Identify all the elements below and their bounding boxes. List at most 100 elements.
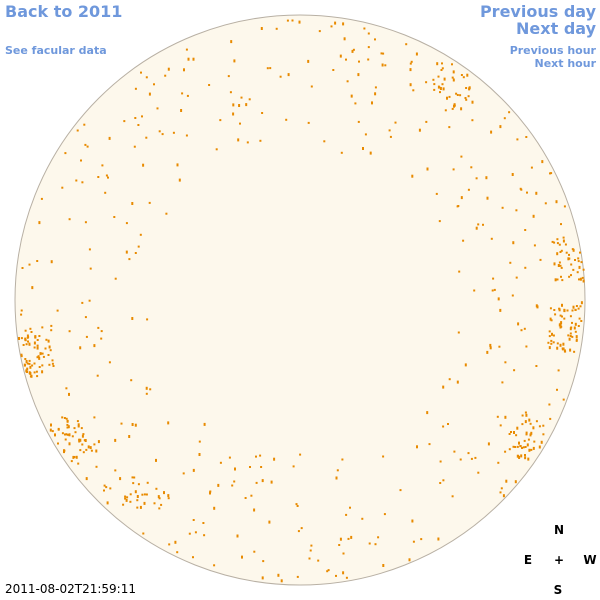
facula [156,107,159,110]
facula [85,448,88,451]
facula [259,454,262,457]
facula [93,443,96,446]
facula [568,337,571,341]
facula [279,75,282,78]
facula [465,98,468,101]
facula [442,385,445,389]
back-link[interactable]: Back to 2011 [5,2,123,21]
facula [134,252,137,254]
facula [95,465,98,468]
facula [441,67,444,70]
facula [203,534,206,537]
facula [542,433,545,436]
facula [36,339,39,341]
facula [131,317,134,320]
facula [459,458,462,461]
facula [575,338,578,341]
facula [44,347,47,350]
facula [103,484,106,487]
facular-link[interactable]: See facular data [5,44,107,57]
facula [556,342,559,345]
facula [448,95,451,98]
facula [418,128,421,132]
facula [158,497,161,500]
facula [36,375,39,378]
facula [412,89,415,92]
facula [518,456,521,459]
facula [501,206,504,209]
facula [504,361,507,364]
facula [39,352,42,355]
facula [410,60,413,63]
facula [442,479,445,482]
facula [563,317,566,320]
facula [569,315,572,318]
facula [462,76,465,79]
facula [524,454,526,456]
facula [125,250,128,254]
facula [153,83,155,86]
facula [143,493,146,496]
facula [131,202,134,205]
facula [45,338,48,341]
facula [155,487,158,490]
facula [76,129,79,132]
facula [550,172,553,175]
facula [101,164,104,167]
facula [562,239,565,243]
facula [553,241,556,244]
facula [491,289,494,292]
facula [559,251,562,253]
facula [20,309,23,312]
facula [187,57,190,61]
facula [185,134,188,137]
facula [490,130,493,134]
next-day-link[interactable]: Next day [516,19,596,38]
facula [188,532,191,535]
facula [122,503,125,506]
facula [240,96,243,99]
solar-disk [14,14,586,586]
previous-hour-link[interactable]: Previous hour [509,44,596,57]
facula [502,494,505,498]
facula [146,481,149,484]
facula [511,173,514,176]
facula [327,569,330,572]
facula [70,460,73,463]
facula [529,422,532,425]
facula [570,263,573,266]
facula [521,447,523,449]
facula [335,574,337,577]
facula [516,445,519,448]
facula [233,480,236,483]
facula [108,361,111,364]
facula [28,359,31,362]
next-hour-link[interactable]: Next hour [534,57,597,70]
facula [561,279,564,282]
facula [557,369,560,372]
facula [33,346,36,349]
facula [416,445,418,449]
facula [574,330,577,333]
facula [345,58,347,61]
facula [330,25,333,28]
facula [77,425,80,428]
facula [27,336,30,339]
facula [296,575,299,578]
facula [569,335,572,337]
facula [79,346,82,350]
facula [447,423,449,425]
facula [532,446,535,450]
facula [475,226,478,230]
facula [425,81,428,84]
facula [141,493,144,496]
facula [74,431,77,434]
facula [567,258,570,260]
facula [485,176,488,180]
facula [455,92,458,95]
facula [40,197,43,200]
facula [559,264,562,267]
facula [339,537,342,541]
facula [439,482,442,484]
previous-day-link[interactable]: Previous day [479,2,596,21]
